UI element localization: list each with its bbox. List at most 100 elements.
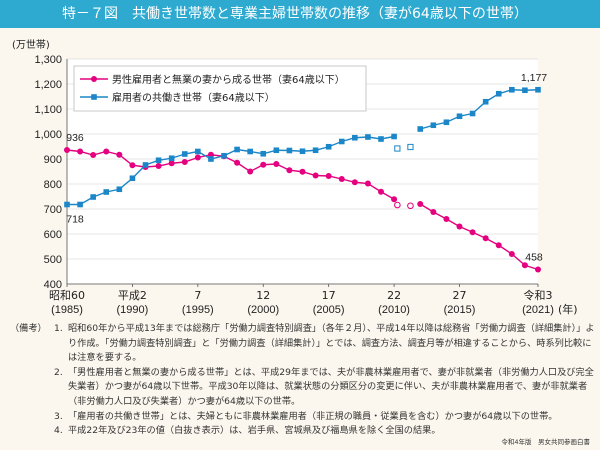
y-tick-label: 1,000 bbox=[34, 129, 62, 141]
legend-box bbox=[73, 65, 367, 112]
data-point bbox=[194, 154, 201, 161]
data-point bbox=[247, 148, 253, 155]
data-point bbox=[273, 147, 280, 154]
series-line bbox=[419, 203, 539, 271]
data-point bbox=[181, 151, 188, 157]
data-point bbox=[208, 156, 214, 162]
x-tick-label: 22 bbox=[387, 289, 401, 302]
x-tick-label: 12 bbox=[256, 289, 270, 302]
data-point bbox=[378, 188, 384, 195]
data-point bbox=[312, 172, 319, 179]
data-point bbox=[299, 168, 306, 175]
chart-data-labels: 936 458 718 1,177 bbox=[66, 72, 547, 264]
data-point bbox=[103, 148, 110, 155]
data-label: 1,177 bbox=[521, 72, 547, 84]
data-point bbox=[129, 175, 136, 182]
data-point bbox=[338, 176, 345, 182]
line-chart: 400 500 600 700 800 900 1,000 1,100 1,200 1,300 (万… bbox=[12, 38, 578, 316]
data-label: 718 bbox=[66, 214, 84, 226]
data-point bbox=[417, 126, 424, 132]
note-number: 4. bbox=[54, 425, 63, 437]
note-item: 3. 「雇用者の共働き世帯」とは、夫婦ともに非農林業雇用者（非正規の職員・従業員… bbox=[10, 410, 595, 425]
data-label: 936 bbox=[66, 132, 84, 144]
data-point bbox=[64, 201, 70, 208]
y-tick-label: 1,300 bbox=[34, 54, 62, 66]
x-tick-label: 27 bbox=[453, 289, 467, 302]
figure-label: 特－７図 bbox=[62, 6, 118, 22]
data-point bbox=[155, 157, 162, 164]
x-tick-label: 平成2 bbox=[118, 289, 147, 302]
y-tick-label: 400 bbox=[44, 279, 62, 291]
data-point bbox=[456, 223, 463, 230]
data-point bbox=[535, 86, 541, 93]
data-point bbox=[247, 168, 254, 175]
source-credit: 令和4年版 男女共同参画白書 bbox=[501, 438, 590, 446]
data-point bbox=[129, 162, 136, 169]
data-point bbox=[90, 194, 96, 200]
data-point bbox=[364, 180, 371, 187]
data-point-hollow bbox=[407, 202, 414, 210]
y-tick-label: 700 bbox=[44, 204, 62, 216]
data-point bbox=[430, 209, 437, 215]
data-point bbox=[391, 196, 398, 203]
data-point bbox=[168, 160, 175, 167]
data-point bbox=[221, 152, 227, 159]
data-point bbox=[495, 90, 502, 97]
data-point bbox=[234, 159, 241, 166]
x-tick-label: (1995) bbox=[182, 304, 214, 316]
figure-title: 共働き世帯数と専業主婦世帯数の推移（妻が64歳以下の世帯） bbox=[132, 6, 528, 22]
y-tick-label: 600 bbox=[44, 229, 62, 241]
data-point bbox=[430, 122, 437, 129]
data-point bbox=[155, 163, 162, 169]
data-point bbox=[234, 146, 240, 153]
note-text: 平成22年及び23年の値（白抜き表示）は、岩手県、宮城県及び福島県を除く全国の結… bbox=[68, 425, 441, 437]
note-text: 「男性雇用者と無業の妻から成る世帯」とは、平成29年までは、夫が非農林業雇用者で… bbox=[68, 366, 594, 407]
note-number: 1. bbox=[54, 323, 63, 334]
data-point bbox=[443, 119, 450, 126]
data-point-hollow bbox=[394, 145, 401, 152]
data-point bbox=[260, 150, 267, 157]
x-tick-label: (2000) bbox=[247, 304, 279, 316]
data-point bbox=[116, 186, 123, 193]
legend-marker bbox=[91, 94, 97, 100]
note-number: 3. bbox=[54, 410, 63, 422]
note-text: 昭和60年から平成13年までは総務庁「労働力調査特別調査」（各年２月）、平成14… bbox=[68, 323, 595, 364]
data-point bbox=[338, 138, 345, 145]
x-tick-label: 7 bbox=[194, 289, 201, 302]
y-tick-label: 1,200 bbox=[34, 79, 62, 91]
data-point bbox=[509, 86, 515, 93]
figure-title-bar: 特－７図 共働き世帯数と専業主婦世帯数の推移（妻が64歳以下の世帯） bbox=[0, 0, 600, 28]
x-tick-label: (1990) bbox=[117, 304, 149, 316]
x-tick-label: 令和3 bbox=[524, 288, 553, 302]
data-point bbox=[286, 167, 293, 174]
data-point bbox=[365, 134, 371, 140]
x-tick-label: (2005) bbox=[313, 304, 345, 316]
chart-legend: 男性雇用者と無業の妻から成る世帯（妻64歳以下） 雇用者の共働き世帯（妻64歳以下… bbox=[73, 65, 367, 112]
data-point bbox=[325, 173, 332, 179]
data-point bbox=[325, 143, 332, 150]
data-point bbox=[77, 201, 83, 208]
y-tick-label: 1,100 bbox=[34, 104, 62, 116]
note-item: 2. 「男性雇用者と無業の妻から成る世帯」とは、平成29年までは、夫が非農林業雇… bbox=[10, 366, 595, 410]
data-label: 458 bbox=[525, 252, 543, 264]
data-point bbox=[195, 148, 201, 155]
x-tick-label: 昭和60 bbox=[49, 289, 85, 302]
y-axis-label: (万世帯) bbox=[12, 38, 50, 51]
x-tick-label: (1985) bbox=[51, 304, 83, 316]
note-number: 2. bbox=[54, 366, 63, 378]
data-point bbox=[116, 151, 123, 158]
data-point bbox=[299, 148, 306, 155]
chart-series bbox=[64, 86, 541, 273]
x-tick-label: (2010) bbox=[378, 304, 410, 316]
data-point bbox=[469, 229, 476, 236]
data-point bbox=[168, 155, 175, 162]
x-axis-label: (年) bbox=[558, 302, 578, 316]
note-item: 4. 平成22年及び23年の値（白抜き表示）は、岩手県、宮城県及び福島県を除く全… bbox=[10, 424, 595, 439]
data-point bbox=[469, 110, 476, 117]
x-tick-label: 17 bbox=[322, 289, 336, 302]
data-point bbox=[417, 201, 424, 207]
data-point bbox=[142, 162, 149, 168]
data-point bbox=[351, 179, 358, 186]
data-point bbox=[378, 136, 384, 142]
data-point bbox=[482, 98, 489, 105]
